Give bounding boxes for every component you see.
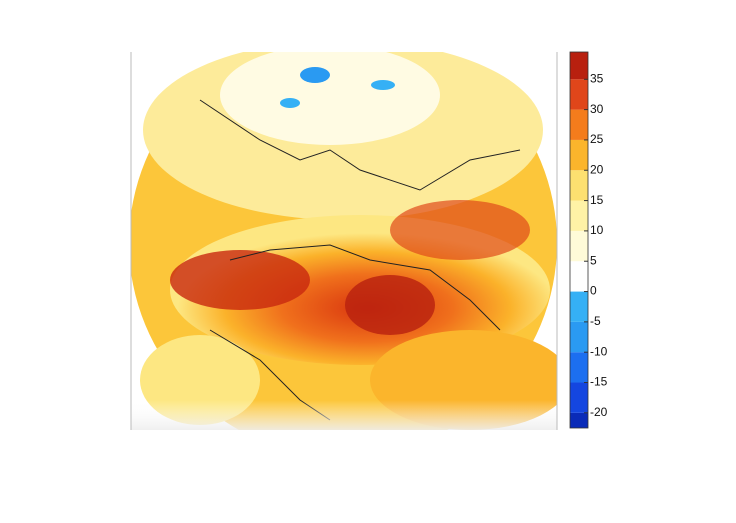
colorbar-tick-label: -10 — [590, 344, 608, 358]
colorbar-tick-label: -5 — [590, 314, 601, 328]
colorbar-tick-label: 30 — [590, 102, 604, 116]
colorbar-tick-label: 5 — [590, 253, 597, 267]
colorbar-tick-label: 10 — [590, 223, 604, 237]
colorbar-band — [570, 352, 588, 383]
colorbar-tick-label: 20 — [590, 162, 604, 176]
colorbar-band — [570, 79, 588, 110]
colorbar-band — [570, 412, 588, 428]
colorbar-tick-label: -15 — [590, 375, 608, 389]
colorbar-band — [570, 170, 588, 201]
colorbar-tick-label: 35 — [590, 71, 604, 85]
colorbar-frame — [569, 51, 589, 429]
colorbar-tick-label: 25 — [590, 132, 604, 146]
colorbar-band — [570, 230, 588, 262]
colorbar-band — [570, 261, 588, 292]
colorbar-tick-label: 15 — [590, 193, 604, 207]
colorbar: 35 30 25 20 15 10 5 0 -5 -10 -15 -20 — [569, 51, 608, 429]
colorbar-band — [570, 200, 588, 231]
colorbar-band — [570, 109, 588, 140]
colorbar-band — [570, 382, 588, 413]
colorbar-band — [570, 52, 588, 80]
colorbar-tick-label: 0 — [590, 284, 597, 298]
globe — [131, 52, 557, 430]
colorbar-band — [570, 321, 588, 353]
colorbar-band — [570, 291, 588, 322]
colorbar-band — [570, 139, 588, 171]
colorbar-tick-label: -20 — [590, 405, 608, 419]
